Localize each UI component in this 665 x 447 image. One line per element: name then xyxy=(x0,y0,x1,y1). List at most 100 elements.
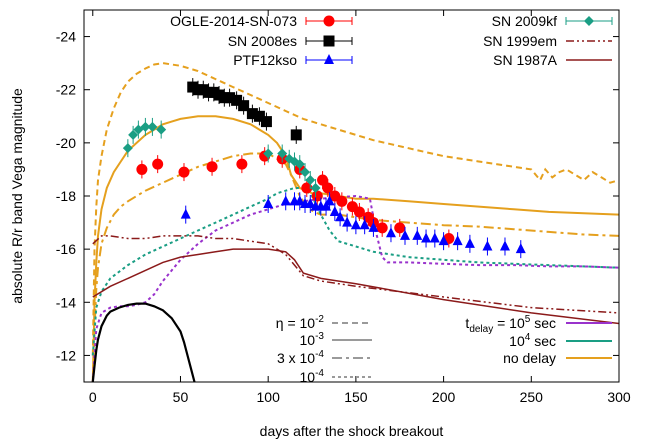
y-tick-label: -16 xyxy=(56,241,76,257)
sn-2009kf-point xyxy=(122,143,133,154)
sn-2008es-point xyxy=(290,129,302,141)
ptf12kso-point xyxy=(499,240,510,251)
ogle-2014-sn-073-point xyxy=(353,206,365,218)
sn-2008es-point xyxy=(231,94,243,106)
legend: OGLE-2014-SN-073 SN 2008es PTF12kso SN 2009… xyxy=(170,13,613,385)
ptf12kso-point xyxy=(452,235,463,246)
ptf12kso-point xyxy=(482,240,493,251)
legend-eta-label: η = 10-2 xyxy=(276,314,325,331)
ogle-2014-sn-073-point xyxy=(236,158,248,170)
legend-marker-ogle-2014-sn-073 xyxy=(323,15,335,27)
legend-marker-sn-2008es xyxy=(323,35,335,47)
ptf12kso-point xyxy=(515,243,526,254)
legend-delay-unit: sec xyxy=(530,315,556,331)
sn-2009kf-point xyxy=(305,175,316,186)
reference-curve-sn-1999em xyxy=(92,235,619,314)
legend-delay-base: 10 xyxy=(509,333,525,349)
legend-marker-ptf12kso xyxy=(324,54,334,64)
reference-curves xyxy=(92,235,619,325)
ptf12kso-point xyxy=(180,208,191,219)
x-tick-label: 0 xyxy=(89,389,97,405)
legend-delay-label: tdelay = 105 sec xyxy=(465,314,556,335)
ogle-2014-sn-073-point xyxy=(136,163,148,175)
ptf12kso-point xyxy=(342,216,353,227)
legend-delay-base: t xyxy=(465,315,469,331)
x-tick-label: 250 xyxy=(520,389,544,405)
ptf12kso-point xyxy=(335,211,346,222)
model-curves xyxy=(91,62,619,382)
y-tick-label: -14 xyxy=(56,294,76,310)
legend-label-sn-2008es: SN 2008es xyxy=(228,33,297,49)
legend-label-sn-1999em: SN 1999em xyxy=(483,33,557,49)
legend-eta-exponent: -2 xyxy=(315,314,324,325)
ogle-2014-sn-073-point xyxy=(178,166,190,178)
legend-delay-subscript: delay xyxy=(469,324,493,335)
ogle-2014-sn-073-point xyxy=(317,174,329,186)
ptf12kso-point xyxy=(359,219,370,230)
legend-label-sn-1987a: SN 1987A xyxy=(493,52,557,68)
legend-eta-exponent: -3 xyxy=(315,331,324,342)
legend-eta-exponent: -4 xyxy=(315,368,324,379)
sn-2009kf-point xyxy=(147,121,158,132)
y-axis-title: absolute R/r band Vega magnitude xyxy=(9,88,25,304)
legend-delay-exponent: 5 xyxy=(525,314,531,325)
legend-delay-exponent: 4 xyxy=(525,332,531,343)
model-curve-10-no-delay xyxy=(91,115,619,382)
legend-eta-base: 3 x 10 xyxy=(277,350,315,366)
ogle-2014-sn-073-point xyxy=(301,182,313,194)
ptf12kso-point xyxy=(280,195,291,206)
ptf12kso-point xyxy=(294,195,305,206)
x-tick-label: 100 xyxy=(257,389,281,405)
ptf12kso-point xyxy=(321,200,332,211)
axes: 0 50 100 150 200 250 300-12-14-16-18-20-22-24 xyxy=(56,10,631,405)
model-curve-black-curve xyxy=(91,302,196,382)
sn-2009kf-point xyxy=(156,124,167,135)
sn-2009kf-point xyxy=(300,167,311,178)
ptf12kso-point xyxy=(368,221,379,232)
legend-eta-base: 10 xyxy=(300,332,316,348)
legend-eta-label: 10-4 xyxy=(300,368,325,385)
x-tick-label: 50 xyxy=(173,389,189,405)
reference-curve-sn-1987a xyxy=(92,248,619,325)
legend-delay-label: 104 sec xyxy=(509,332,556,349)
legend-label-ptf12kso: PTF12kso xyxy=(233,52,297,68)
ogle-2014-sn-073-point xyxy=(206,161,218,173)
sn-2009kf-point xyxy=(310,183,321,194)
y-tick-label: -22 xyxy=(56,82,76,98)
x-tick-label: 300 xyxy=(607,389,631,405)
legend-delay-label: no delay xyxy=(503,350,556,366)
legend-eta-base: 10 xyxy=(300,369,316,385)
ogle-2014-sn-073-point xyxy=(311,190,323,202)
ogle-2014-sn-073-point xyxy=(336,195,348,207)
legend-eta-exponent: -4 xyxy=(315,349,324,360)
sn-2009kf-point xyxy=(294,159,305,170)
sn-2008es-point xyxy=(253,110,265,122)
x-axis-title: days after the shock breakout xyxy=(260,423,444,439)
sn-2009kf-point xyxy=(277,148,288,159)
legend-eta-label: 3 x 10-4 xyxy=(277,349,324,366)
sn-2008es-point xyxy=(260,116,272,128)
ptf12kso-point xyxy=(412,229,423,240)
model-curve-10-no-delay xyxy=(91,62,619,356)
ptf12kso-point xyxy=(305,197,316,208)
legend-label-sn-2009kf: SN 2009kf xyxy=(492,13,557,29)
model-curve-3-x-10-no-delay xyxy=(91,152,619,382)
ptf12kso-point xyxy=(400,229,410,240)
ptf12kso-point xyxy=(421,232,432,243)
sn-2008es-point xyxy=(238,100,250,112)
ptf12kso-point xyxy=(324,195,335,206)
y-tick-label: -12 xyxy=(56,347,76,363)
legend-eta-base: η = 10 xyxy=(276,315,316,331)
legend-marker-sn-2009kf xyxy=(584,16,594,26)
ogle-2014-sn-073-point xyxy=(394,222,406,234)
ptf12kso-point xyxy=(429,232,440,243)
x-tick-label: 200 xyxy=(432,389,456,405)
y-tick-label: -24 xyxy=(56,29,76,45)
legend-eta-label: 10-3 xyxy=(300,331,325,348)
ptf12kso-point xyxy=(263,197,274,208)
ogle-2014-sn-073-point xyxy=(152,158,164,170)
ptf12kso-point xyxy=(438,235,449,246)
legend-delay-base: no delay xyxy=(503,350,556,366)
sn-2009kf-point xyxy=(128,129,139,140)
ptf12kso-point xyxy=(385,227,396,238)
